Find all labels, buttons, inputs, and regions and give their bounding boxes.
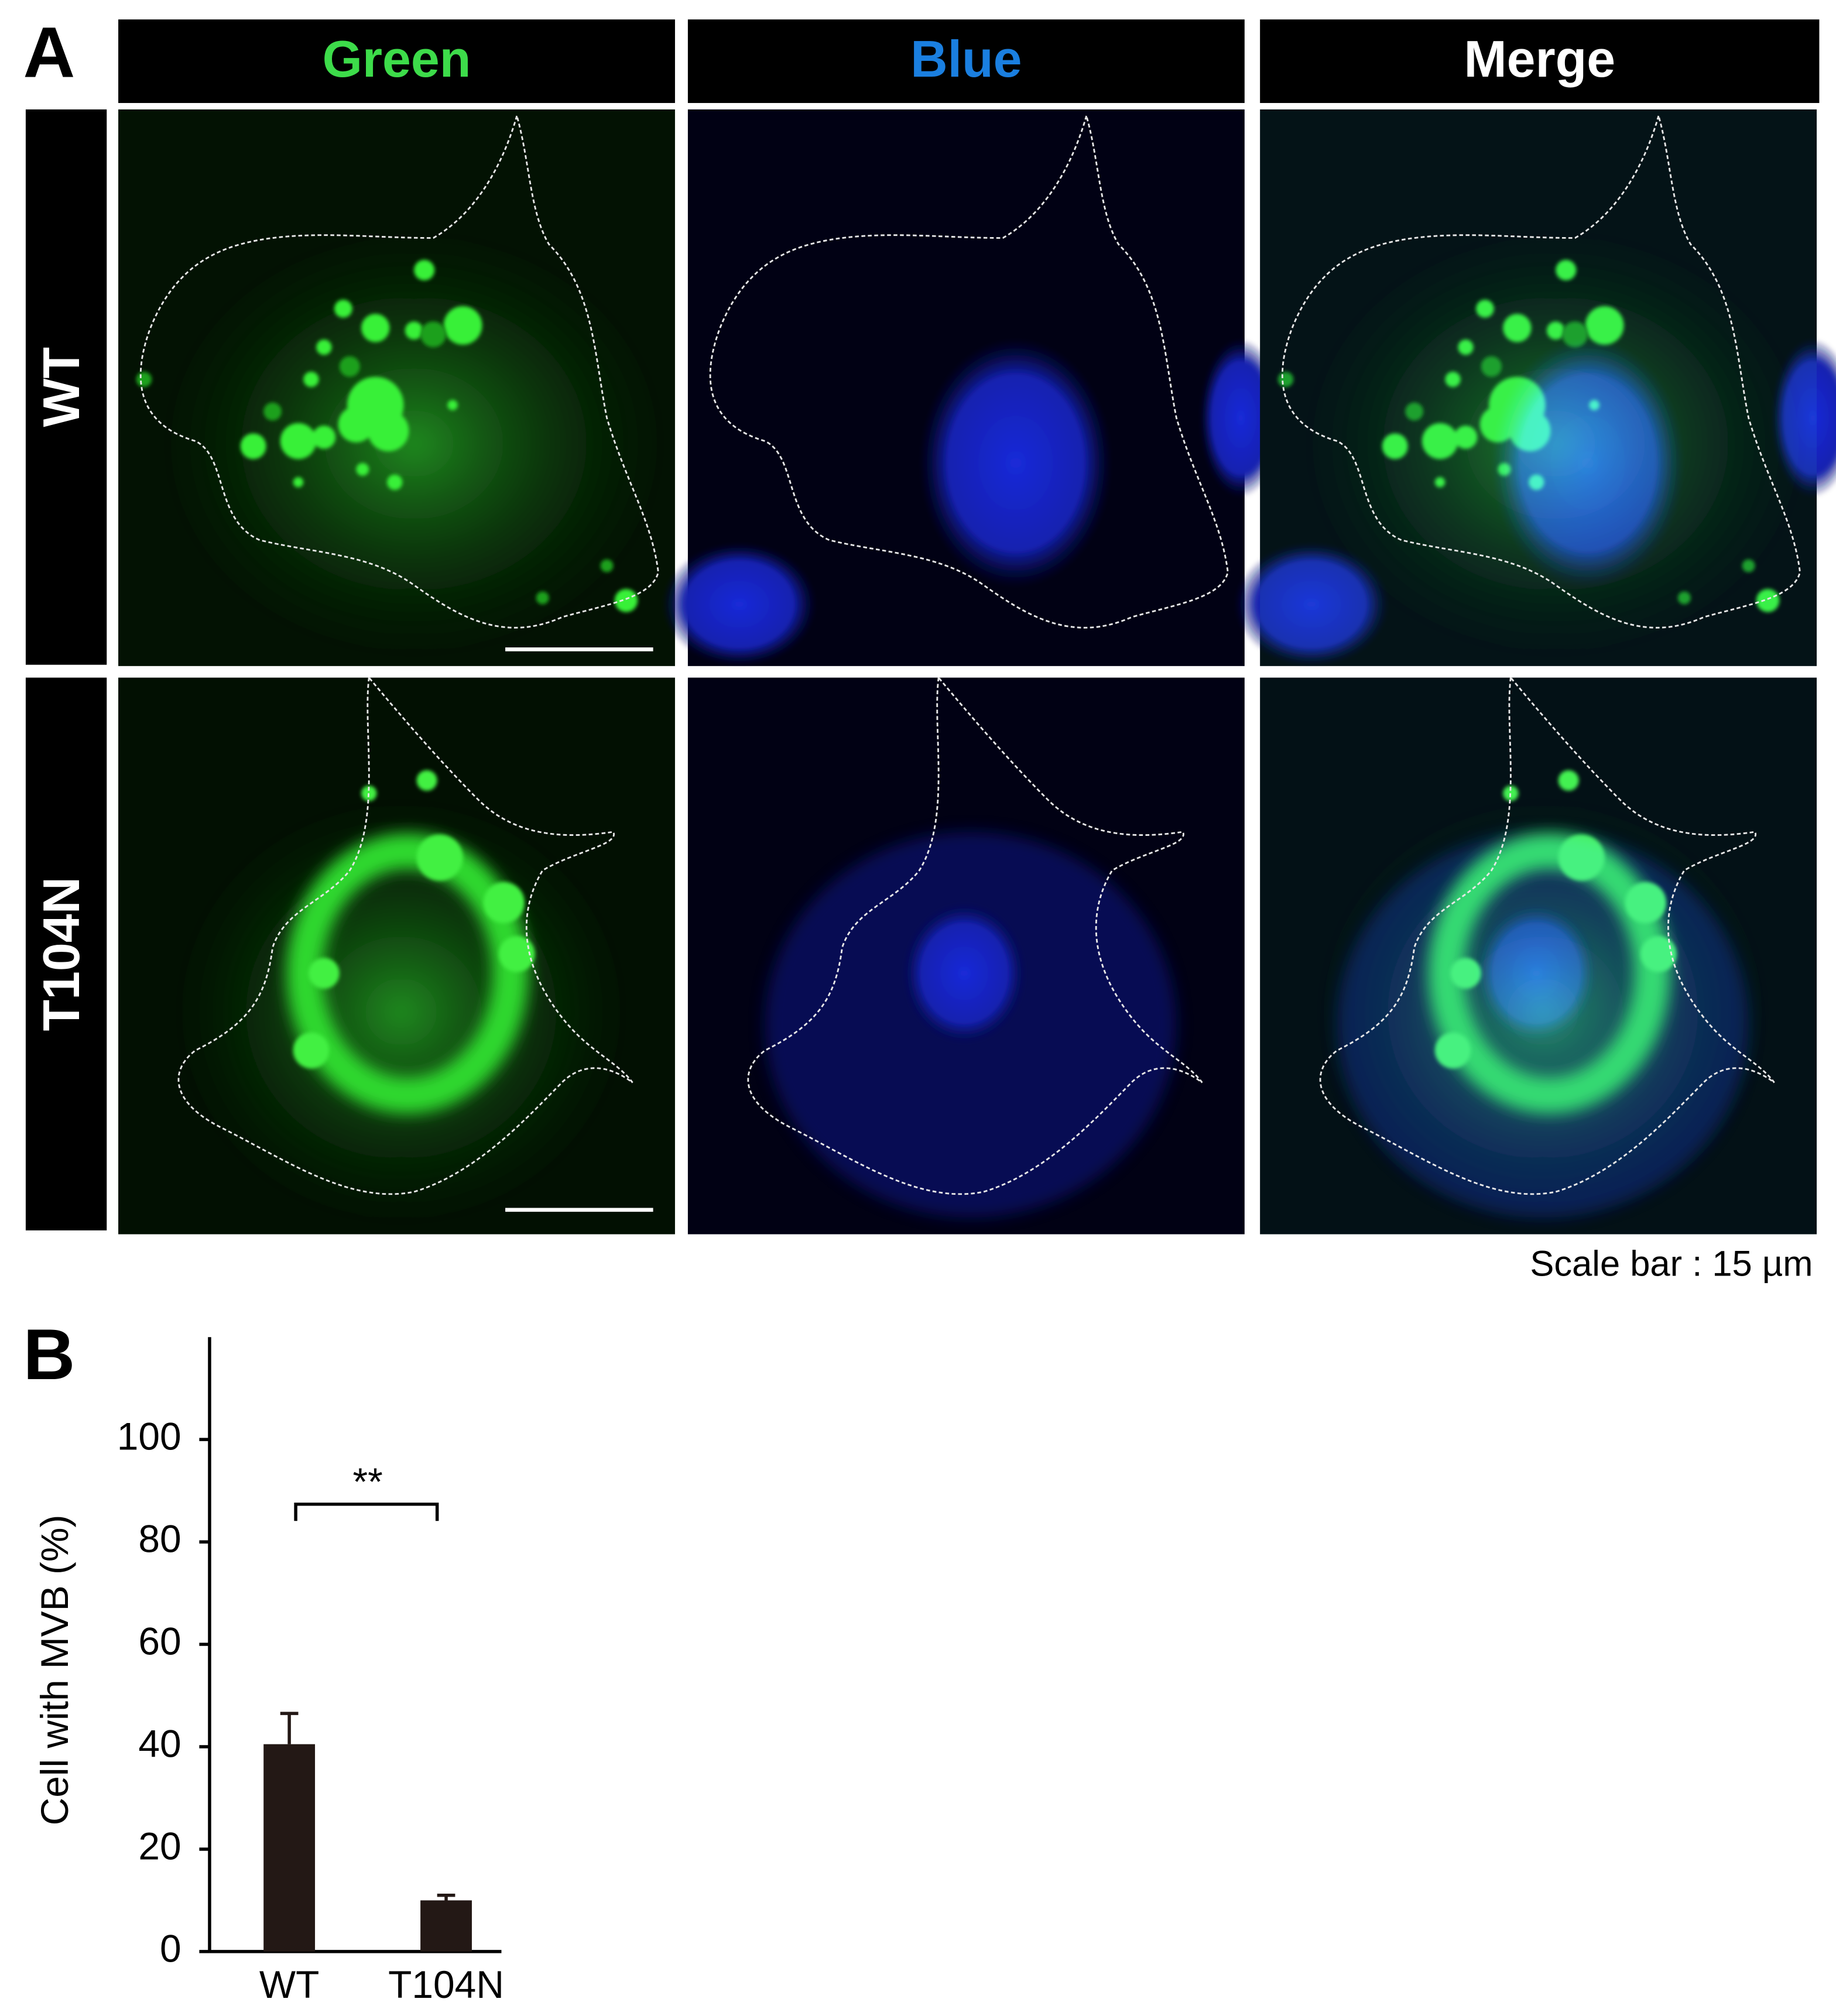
- column-headers: Green Blue Merge: [118, 19, 1820, 103]
- panel-label: A: [23, 13, 76, 93]
- bar: [420, 1900, 472, 1952]
- y-tick-label: 0: [160, 1926, 181, 1970]
- error-bar: [280, 1712, 299, 1744]
- header-box: [687, 19, 1245, 103]
- error-bar: [437, 1893, 455, 1901]
- micrograph: [1260, 678, 1817, 1235]
- column-header: Green: [323, 30, 471, 88]
- y-tick-label: 80: [138, 1517, 181, 1561]
- significance-bracket: [294, 1502, 439, 1521]
- row-box: [25, 109, 107, 665]
- micrograph: [118, 109, 675, 666]
- row-box: [25, 677, 107, 1230]
- y-tick-label: 100: [117, 1415, 181, 1458]
- bar: [263, 1744, 316, 1952]
- bar-chart: 0 20 40 60 80 100 Cell with MVB (%) WT T104N **: [33, 1337, 504, 2006]
- panel-label: B: [23, 1315, 76, 1395]
- x-tick-label: WT: [259, 1963, 319, 2006]
- row-label: WT: [32, 347, 90, 427]
- header-box: [1260, 19, 1820, 103]
- y-axis-label: Cell with MVB (%): [33, 1515, 76, 1826]
- y-tick-label: 20: [138, 1824, 181, 1867]
- y-tick-label: 40: [138, 1722, 181, 1765]
- row-labels: WT T104N: [25, 109, 107, 1230]
- y-tick-label: 60: [138, 1619, 181, 1662]
- column-header: Merge: [1464, 30, 1615, 88]
- significance-label: **: [352, 1460, 382, 1503]
- micrograph: [662, 109, 1282, 666]
- micrograph: [1234, 109, 1836, 666]
- scale-bar-caption: Scale bar : 15 µm: [1530, 1244, 1813, 1284]
- header-box: [118, 19, 675, 103]
- row-label: T104N: [32, 877, 90, 1031]
- micrograph: [118, 678, 675, 1235]
- micrograph: [688, 677, 1245, 1235]
- column-header: Blue: [910, 30, 1022, 88]
- x-tick-label: T104N: [388, 1963, 504, 2006]
